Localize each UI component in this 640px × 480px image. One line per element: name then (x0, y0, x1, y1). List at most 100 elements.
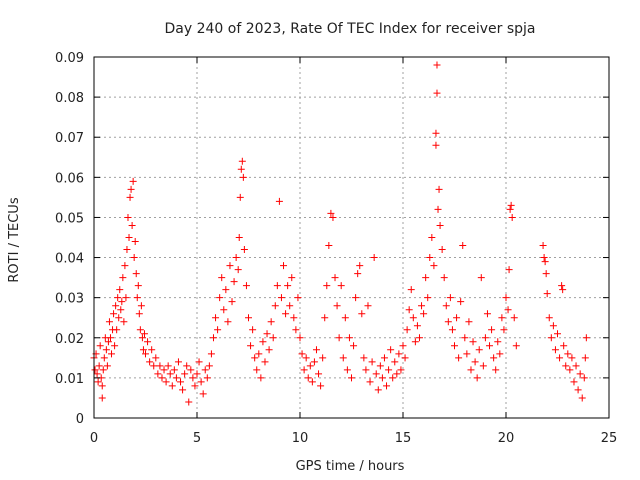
data-point (374, 386, 382, 394)
data-point (448, 326, 456, 334)
y-tick-label: 0.09 (55, 51, 84, 66)
data-point (230, 278, 238, 286)
data-point (179, 386, 187, 394)
data-point (364, 302, 372, 310)
data-point (325, 242, 333, 250)
data-point (187, 366, 195, 374)
data-point (393, 370, 401, 378)
data-point (376, 362, 384, 370)
x-tick-label: 10 (292, 431, 309, 446)
data-point (420, 310, 428, 318)
data-point (576, 370, 584, 378)
data-point (104, 338, 112, 346)
data-point (564, 350, 572, 358)
data-point (411, 338, 419, 346)
data-point (100, 354, 108, 362)
data-point (481, 334, 489, 342)
data-point (257, 374, 265, 382)
data-point (434, 205, 442, 213)
data-point (119, 274, 127, 282)
data-point (360, 354, 368, 362)
data-point (327, 209, 335, 217)
data-point (451, 342, 458, 350)
data-point (432, 129, 440, 137)
data-point (96, 342, 104, 350)
data-point (146, 358, 154, 366)
data-point (98, 394, 106, 402)
data-point (477, 274, 485, 282)
data-point (541, 258, 549, 266)
plot-frame (93, 56, 610, 419)
data-point (580, 374, 588, 382)
data-point (286, 302, 294, 310)
data-point (457, 298, 465, 306)
data-point (492, 366, 500, 374)
data-point (130, 254, 138, 262)
data-point (432, 141, 440, 149)
data-point (455, 354, 463, 362)
data-point (506, 205, 514, 213)
data-point (339, 354, 347, 362)
data-point (366, 378, 374, 386)
data-point (136, 326, 144, 334)
data-point (306, 362, 314, 370)
data-point (566, 366, 574, 374)
data-point (116, 286, 124, 294)
data-point (582, 334, 590, 342)
data-point (134, 282, 142, 290)
data-point (193, 370, 201, 378)
data-point (490, 354, 498, 362)
data-point (226, 262, 234, 270)
data-point (142, 350, 149, 358)
data-point (554, 330, 561, 338)
x-tick-label: 0 (90, 431, 98, 446)
y-axis-label: ROTI / TECUs (7, 197, 22, 282)
data-point (162, 378, 170, 386)
data-point (378, 374, 386, 382)
data-point (356, 262, 364, 270)
data-point (403, 326, 411, 334)
data-point (310, 358, 318, 366)
data-point (277, 294, 285, 302)
data-point (284, 282, 292, 290)
data-point (113, 326, 121, 334)
data-point (343, 366, 351, 374)
data-point (341, 314, 349, 322)
data-point (539, 242, 547, 250)
y-tick-labels: 0 0.01 0.02 0.03 0.04 0.05 0.06 0.07 0.08 0.09 (55, 51, 84, 427)
data-point (551, 346, 559, 354)
data-point (385, 366, 393, 374)
data-point (488, 326, 496, 334)
data-point (245, 314, 252, 322)
data-point (140, 330, 148, 338)
data-point (111, 342, 119, 350)
data-point (106, 334, 114, 342)
data-point (335, 334, 343, 342)
data-point (331, 274, 339, 282)
data-point (459, 242, 467, 250)
data-point (540, 254, 548, 262)
data-point (409, 314, 417, 322)
data-point (428, 234, 436, 241)
data-point (195, 358, 203, 366)
data-point (496, 350, 504, 358)
data-point (102, 346, 110, 354)
data-point (294, 294, 302, 302)
data-point (108, 350, 116, 358)
data-point (329, 213, 337, 221)
data-point (467, 366, 475, 374)
data-point (253, 366, 261, 374)
data-point (358, 310, 366, 318)
data-point (405, 306, 413, 314)
data-point (463, 350, 471, 358)
data-point (280, 262, 288, 270)
data-point (317, 382, 325, 390)
data-point (203, 374, 211, 382)
data-point (500, 326, 508, 334)
data-point (372, 370, 380, 378)
x-axis-label: GPS time / hours (296, 459, 405, 474)
data-point (370, 254, 378, 262)
data-point (288, 274, 296, 282)
data-point (461, 334, 469, 342)
data-point (91, 366, 99, 374)
